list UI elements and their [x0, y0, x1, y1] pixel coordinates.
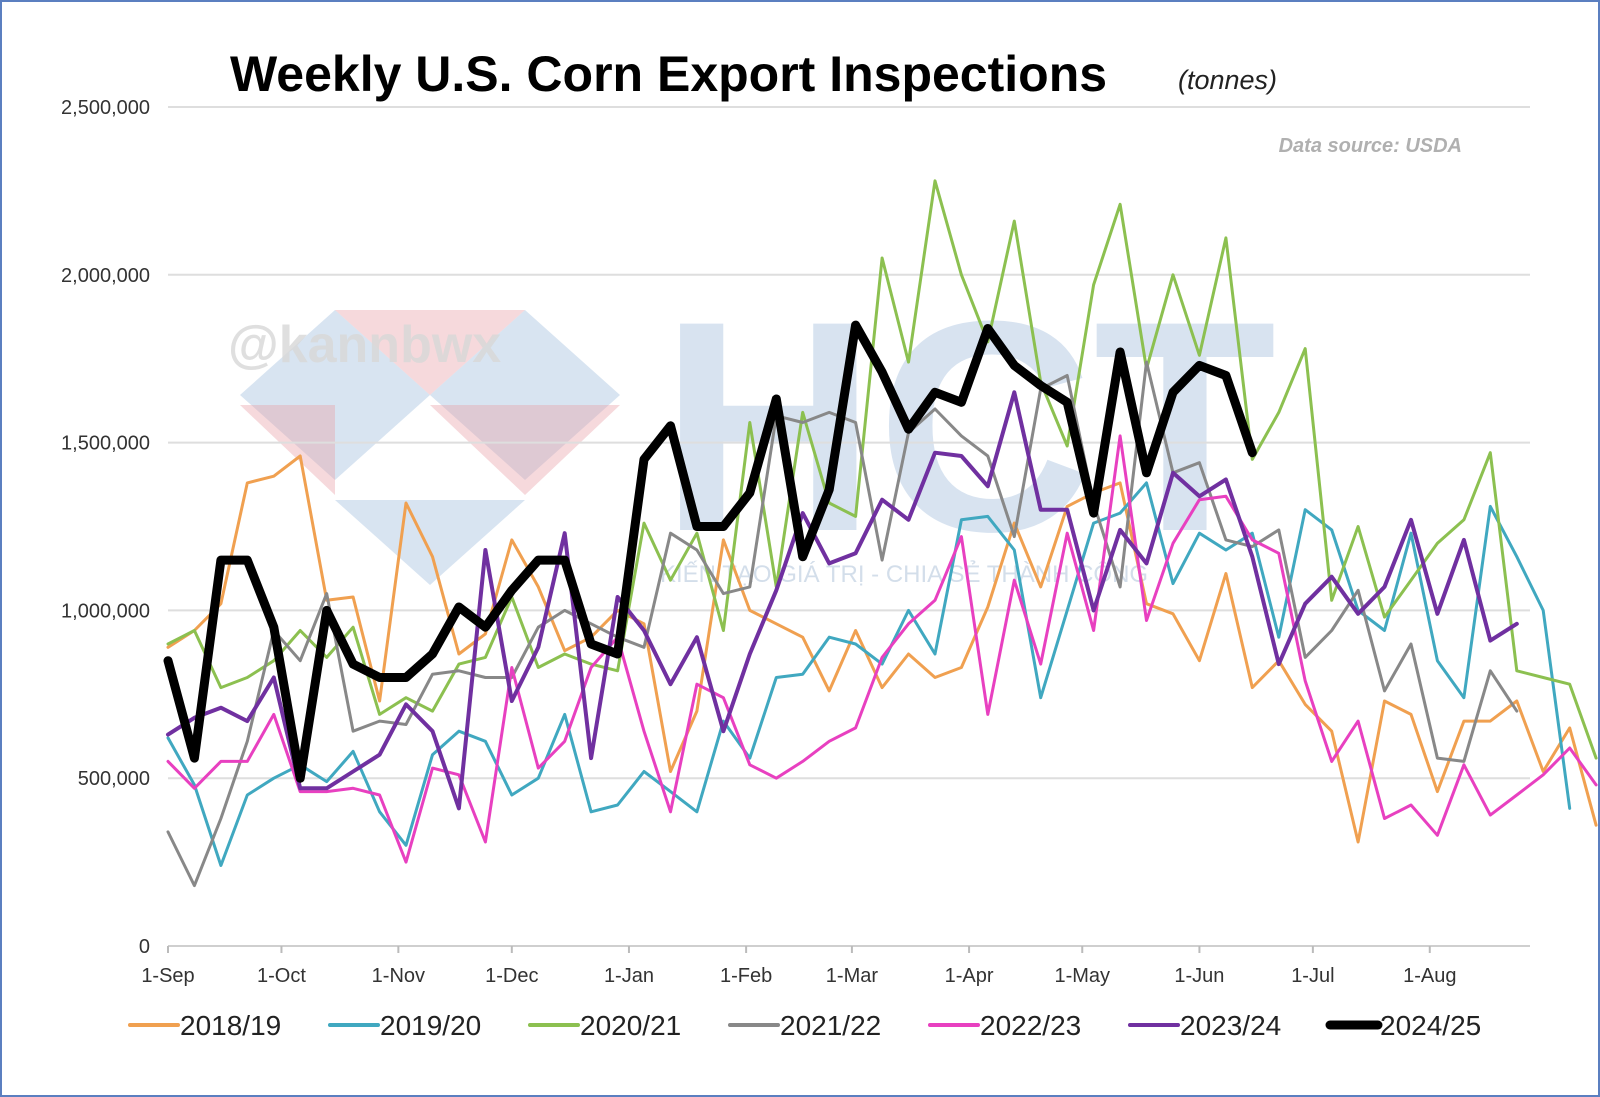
gridlines	[168, 106, 1530, 947]
x-tick-label: 1-Feb	[720, 965, 772, 987]
y-tick-label: 1,500,000	[61, 433, 150, 455]
x-tick-label: 1-Mar	[826, 965, 879, 987]
legend-label: 2022/23	[980, 1010, 1081, 1041]
legend-label: 2021/22	[780, 1010, 881, 1041]
y-tick-label: 0	[139, 936, 150, 958]
legend-label: 2024/25	[1380, 1010, 1481, 1041]
watermark-logo-diamond-pink-left	[240, 405, 335, 495]
x-tick-label: 1-Nov	[372, 965, 425, 987]
x-tick-label: 1-Aug	[1403, 965, 1456, 987]
watermark-logo-diamond-pink-right	[430, 405, 620, 495]
watermark-logo-diamond-blue-left	[240, 310, 430, 480]
legend: 2018/19 2019/20 2020/21 2021/22 2022/23 2023/…	[128, 1010, 1481, 1041]
series-line-2019-20	[166, 481, 1572, 867]
series-lines	[163, 179, 1598, 888]
legend-label: 2018/19	[180, 1010, 281, 1041]
watermark: @kannbwx HCT KIẾN TẠO GIÁ TRỊ - CHIA SẺ …	[228, 258, 1277, 594]
series-line-2024-25	[163, 320, 1257, 783]
y-tick-label: 1,000,000	[61, 600, 150, 622]
x-tick-label: 1-Jun	[1174, 965, 1224, 987]
y-tick-label: 500,000	[78, 768, 150, 790]
y-tick-label: 2,000,000	[61, 265, 150, 287]
y-tick-label: 2,500,000	[61, 97, 150, 119]
x-tick-label: 1-Dec	[485, 965, 538, 987]
chart-subtitle: (tonnes)	[1178, 65, 1277, 95]
watermark-logo-text: HCT	[660, 258, 1277, 594]
series-line-2023-24	[166, 390, 1519, 811]
legend-label: 2019/20	[380, 1010, 481, 1041]
y-axis: 0 500,000 1,000,000 1,500,000 2,000,000 2,500…	[61, 97, 150, 958]
x-tick-label: 1-Jan	[604, 965, 654, 987]
chart-title: Weekly U.S. Corn Export Inspections	[230, 46, 1107, 102]
x-tick-label: 1-May	[1054, 965, 1110, 987]
series-line-2022-23	[166, 434, 1598, 864]
x-tick-label: 1-Sep	[141, 965, 194, 987]
watermark-logo-diamond-blue-right	[430, 310, 620, 480]
watermark-handle: @kannbwx	[228, 316, 501, 374]
watermark-tagline: KIẾN TẠO GIÁ TRỊ - CHIA SẺ THÀNH CÔNG	[660, 559, 1148, 588]
x-tick-label: 1-Apr	[945, 965, 994, 987]
watermark-logo-diamond-pink-top	[335, 310, 525, 395]
x-axis: 1-Sep 1-Oct 1-Nov 1-Dec 1-Jan 1-Feb 1-Mar 1-Apr…	[141, 946, 1456, 987]
series-line-2018-19	[166, 454, 1598, 844]
legend-label: 2023/24	[1180, 1010, 1281, 1041]
data-source-note: Data source: USDA	[1279, 135, 1462, 157]
series-line-2020-21	[166, 179, 1598, 760]
x-tick-label: 1-Jul	[1291, 965, 1334, 987]
x-tick-label: 1-Oct	[257, 965, 306, 987]
legend-label: 2020/21	[580, 1010, 681, 1041]
watermark-logo-diamond-blue-bottom	[335, 500, 525, 585]
